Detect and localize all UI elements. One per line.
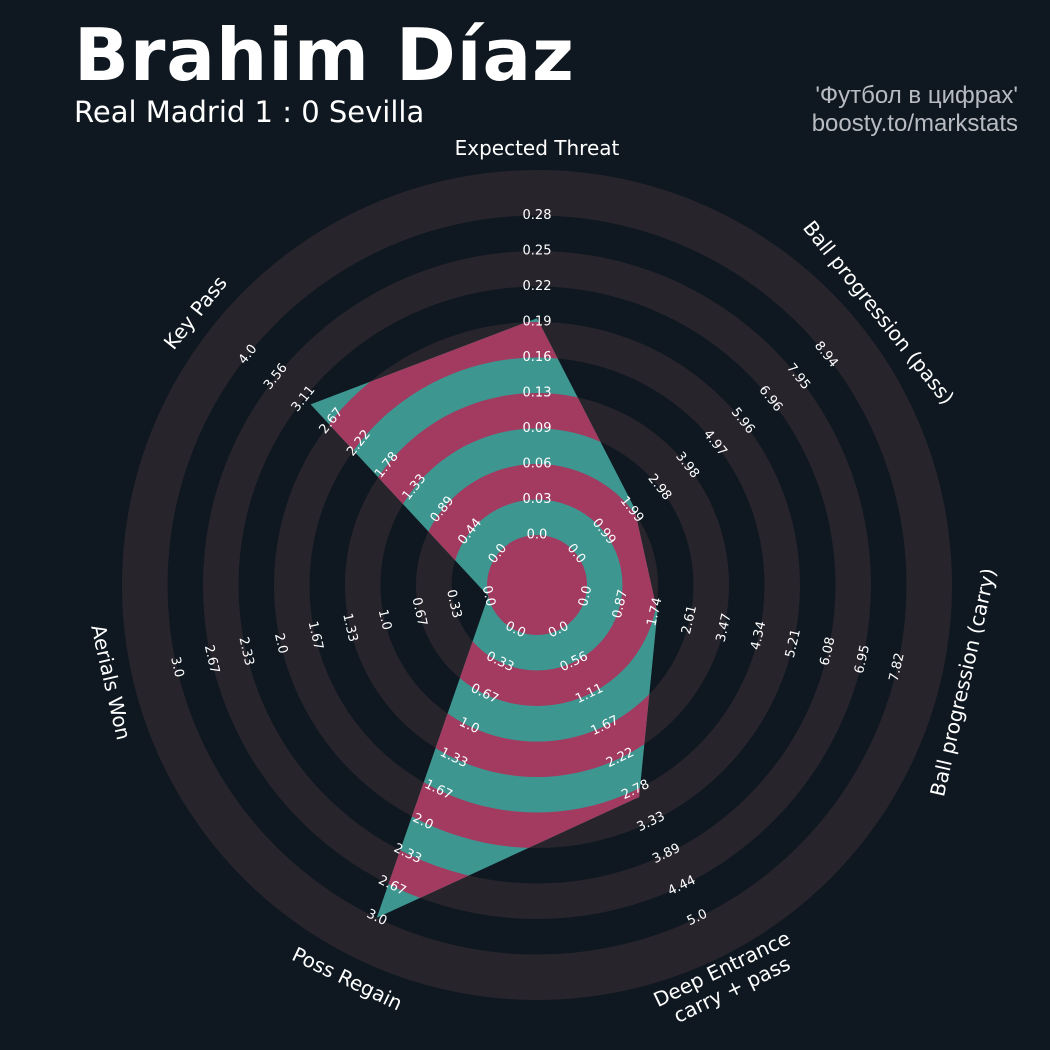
tick-label: 2.61 [679,604,700,636]
tick-label: 0.0 [576,584,595,608]
credit-line-1: 'Футбол в цифрах' [815,82,1018,109]
tick-label: 1.67 [305,620,326,652]
page-title: Brahim Díaz [74,13,575,97]
tick-label: 0.0 [479,584,498,608]
tick-label: 5.21 [783,628,804,660]
tick-label: 6.08 [817,636,838,668]
tick-label: 0.28 [523,208,552,223]
tick-label: 0.33 [443,588,464,620]
match-subtitle: Real Madrid 1 : 0 Sevilla [74,95,425,129]
tick-label: 0.67 [408,596,429,628]
axis-label: Expected Threat [455,136,620,160]
tick-label: 1.74 [644,596,665,628]
polygon-band [487,535,587,635]
tick-label: 4.34 [748,620,769,652]
tick-label: 0.03 [523,492,552,507]
tick-label: 2.33 [235,636,256,668]
tick-label: 0.19 [523,315,552,330]
tick-label: 7.82 [887,651,908,683]
tick-label: 0.16 [523,350,552,365]
credit-line-2: boosty.to/markstats [811,110,1018,137]
tick-label: 0.22 [523,279,552,294]
tick-label: 0.13 [523,386,552,401]
tick-label: 2.67 [201,644,222,676]
polygon-band [416,464,658,706]
tick-label: 3.47 [714,612,735,644]
tick-label: 0.06 [523,457,552,472]
tick-label: 0.09 [523,421,552,436]
tick-label: 0.0 [527,528,548,543]
tick-label: 6.95 [852,644,873,676]
tick-label: 2.0 [271,632,290,656]
tick-label: 3.0 [167,655,186,679]
tick-label: 1.33 [339,612,360,644]
tick-label: 1.0 [375,608,394,632]
tick-label: 0.25 [523,244,552,259]
tick-label: 0.87 [610,588,631,620]
